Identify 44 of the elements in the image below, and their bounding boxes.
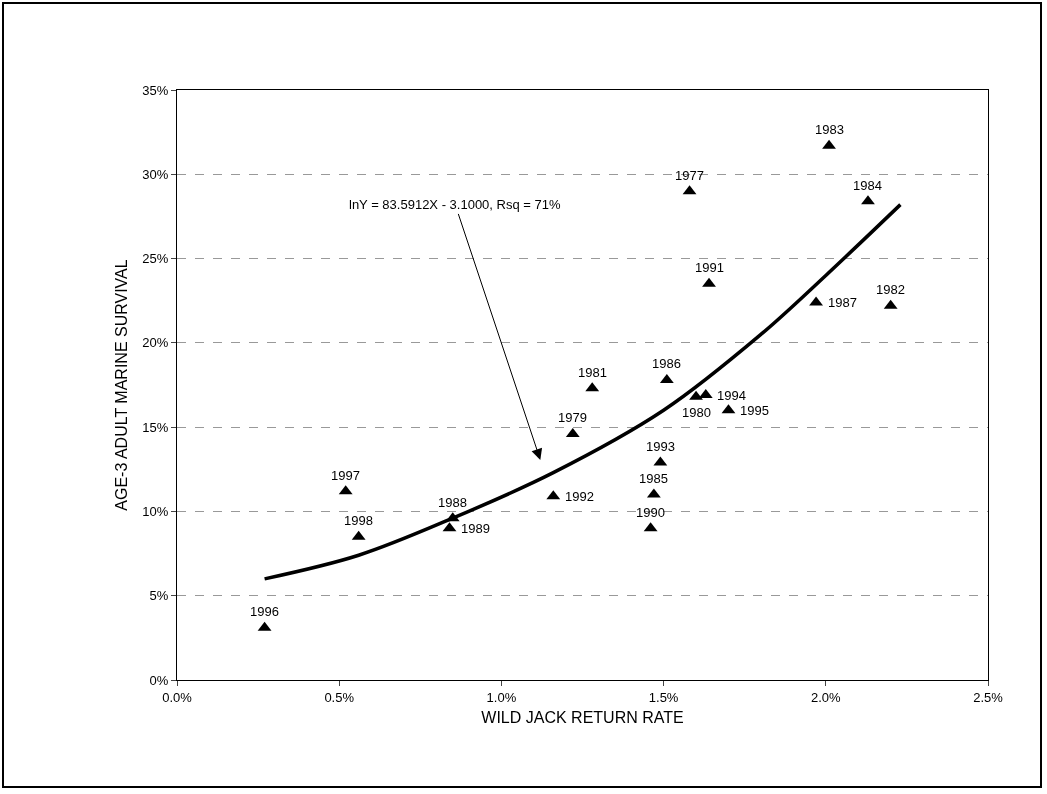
point <box>702 277 716 287</box>
line-series <box>262 202 903 581</box>
annotation: 1979 <box>558 410 587 425</box>
y-axis-title: AGE-3 ADULT MARINE SURVIVAL <box>113 259 131 511</box>
x-axis-title: WILD JACK RETURN RATE <box>481 709 684 727</box>
y-tick-label: 35% <box>142 82 169 98</box>
point <box>689 390 703 400</box>
x-tick-label: 1.5% <box>648 689 679 705</box>
annotation: 1982 <box>876 282 905 297</box>
annotation: 1977 <box>675 168 704 183</box>
annotation: 1983 <box>815 122 844 137</box>
annotation: 1994 <box>717 388 746 403</box>
x-tick-label: 0.0% <box>162 689 193 705</box>
y-tick-label: 5% <box>149 588 169 604</box>
y-tick-label: 0% <box>149 672 169 688</box>
point <box>861 195 875 205</box>
annotation: 1997 <box>331 468 360 483</box>
annotation: 1980 <box>682 405 711 420</box>
annotation: 1987 <box>828 295 857 310</box>
annotation: 1992 <box>565 489 594 504</box>
annotation: 1988 <box>438 495 467 510</box>
x-tick-label: 1.0% <box>486 689 517 705</box>
annotation: 1989 <box>461 521 490 536</box>
point <box>809 296 823 306</box>
annotation: 1990 <box>636 505 665 520</box>
annotation: 1996 <box>250 604 279 619</box>
annotation: 1985 <box>639 471 668 486</box>
annotation: 1981 <box>578 365 607 380</box>
annotation: 1998 <box>344 513 373 528</box>
x-tick-label: 2.5% <box>973 689 1004 705</box>
y-tick-label: 15% <box>142 419 169 435</box>
annotation: 1995 <box>740 403 769 418</box>
y-tick-label: 25% <box>142 251 169 267</box>
annotation: 1991 <box>695 260 724 275</box>
x-tick-label: 2.0% <box>810 689 842 705</box>
y-tick-label: 20% <box>142 335 169 351</box>
point <box>822 139 836 149</box>
annotation: 1984 <box>853 178 882 193</box>
annotation: lnY = 83.5912X - 3.1000, Rsq = 71% <box>349 197 561 212</box>
y-tick-label: 10% <box>142 503 169 519</box>
annotation: 1986 <box>652 356 681 371</box>
y-tick-label: 30% <box>142 166 169 182</box>
x-tick-label: 0.5% <box>324 689 355 705</box>
annotation: 1993 <box>646 439 675 454</box>
